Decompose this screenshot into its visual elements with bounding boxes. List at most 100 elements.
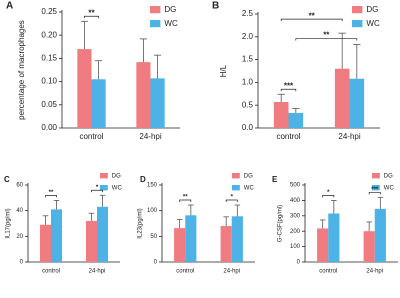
legend-swatch xyxy=(100,173,108,179)
legend-swatch xyxy=(372,185,380,191)
y-tick-label: 100 xyxy=(147,208,158,214)
x-tick-label: 24-hpi xyxy=(223,269,240,275)
significance-bracket xyxy=(280,88,297,92)
y-tick-label: 0 xyxy=(20,260,24,266)
y-tick-label: 0.05 xyxy=(41,100,57,109)
legend-label: WC xyxy=(244,186,255,192)
y-tick-label: 0.00 xyxy=(41,123,57,132)
y-tick-label: 0 xyxy=(154,260,158,266)
bar xyxy=(349,78,365,128)
x-tick-label: control xyxy=(276,132,300,141)
significance-bracket xyxy=(91,189,103,193)
significance-bracket xyxy=(368,191,381,195)
y-tick-label: 0.15 xyxy=(41,54,57,63)
significance-bracket xyxy=(322,195,335,198)
panel-label: A xyxy=(6,1,13,12)
x-tick-label: control xyxy=(176,269,194,275)
significance-bracket xyxy=(295,38,358,41)
y-tick-label: 20 xyxy=(16,234,23,240)
y-tick-label: 0.10 xyxy=(41,77,57,86)
y-tick-label: 200 xyxy=(290,229,301,235)
y-tick-label: 50 xyxy=(150,234,157,240)
bar xyxy=(363,231,375,262)
bar xyxy=(39,224,51,262)
bar xyxy=(288,112,304,128)
bar xyxy=(97,206,109,262)
bar xyxy=(220,226,232,262)
x-tick-label: control xyxy=(319,269,337,275)
bar xyxy=(185,215,197,262)
significance-label: * xyxy=(231,195,234,201)
y-axis-label: IL23(pg/ml) xyxy=(138,208,144,238)
x-tick-label: 24-hpi xyxy=(338,132,360,141)
bar xyxy=(273,102,289,128)
significance-bracket xyxy=(45,195,57,198)
bar xyxy=(328,213,340,262)
legend-swatch xyxy=(232,173,240,179)
legend-swatch xyxy=(150,20,161,28)
y-tick-label: 2.5 xyxy=(242,9,254,18)
bar xyxy=(231,216,243,262)
legend-label: DG xyxy=(244,174,253,180)
significance-label: ** xyxy=(309,11,316,20)
y-tick-label: 0.5 xyxy=(242,100,254,109)
significance-bracket xyxy=(225,199,238,203)
y-tick-label: 1.0 xyxy=(242,78,254,87)
significance-bracket xyxy=(84,15,99,19)
legend-label: DG xyxy=(366,5,378,14)
x-tick-label: 24-hpi xyxy=(139,132,161,141)
legend-swatch xyxy=(352,20,363,28)
legend-label: WC xyxy=(384,186,395,192)
bar xyxy=(334,68,350,128)
bar xyxy=(317,228,329,262)
y-tick-label: 0.25 xyxy=(41,7,57,16)
legend-label: WC xyxy=(366,19,380,28)
x-tick-label: 24-hpi xyxy=(89,269,106,275)
significance-label: *** xyxy=(284,81,294,90)
legend-swatch xyxy=(352,6,363,14)
y-tick-label: 0.0 xyxy=(242,123,254,132)
significance-label: * xyxy=(96,185,99,191)
legend-swatch xyxy=(100,185,108,191)
bar xyxy=(51,209,63,262)
bar xyxy=(77,49,92,129)
bar xyxy=(91,79,106,128)
legend-swatch xyxy=(372,173,380,179)
y-tick-label: 1.5 xyxy=(242,55,254,64)
significance-bracket xyxy=(179,199,192,203)
y-axis-label: H/L xyxy=(219,64,228,77)
significance-label: ** xyxy=(183,195,188,201)
y-axis-label: G-CSF(pg/ml) xyxy=(278,205,284,242)
y-tick-label: 300 xyxy=(290,213,301,219)
panel-label: B xyxy=(212,1,219,12)
panel-label: C xyxy=(4,175,10,184)
legend-swatch xyxy=(150,6,161,14)
legend-label: WC xyxy=(164,19,178,28)
significance-label: * xyxy=(327,190,330,196)
legend-label: DG xyxy=(164,5,176,14)
significance-label: *** xyxy=(371,187,379,193)
bar xyxy=(85,220,97,262)
y-tick-label: 100 xyxy=(290,244,301,250)
bar xyxy=(136,62,151,128)
y-tick-label: 0.20 xyxy=(41,30,57,39)
legend-label: WC xyxy=(112,186,123,192)
y-axis-label: percentage of macrophages xyxy=(17,20,26,120)
y-tick-label: 400 xyxy=(290,198,301,204)
panel-label: D xyxy=(140,175,146,184)
x-tick-label: control xyxy=(42,269,60,275)
bar xyxy=(174,228,186,262)
significance-label: ** xyxy=(49,190,54,196)
significance-label: ** xyxy=(323,31,330,40)
y-tick-label: 500 xyxy=(290,183,301,189)
y-axis-label: IL17(pg/ml) xyxy=(6,208,12,238)
bar xyxy=(150,78,165,128)
y-tick-label: 60 xyxy=(16,183,23,189)
significance-bracket xyxy=(280,18,343,22)
legend-label: DG xyxy=(112,174,121,180)
significance-label: ** xyxy=(88,8,95,17)
legend-label: DG xyxy=(384,174,393,180)
bar xyxy=(374,208,386,262)
